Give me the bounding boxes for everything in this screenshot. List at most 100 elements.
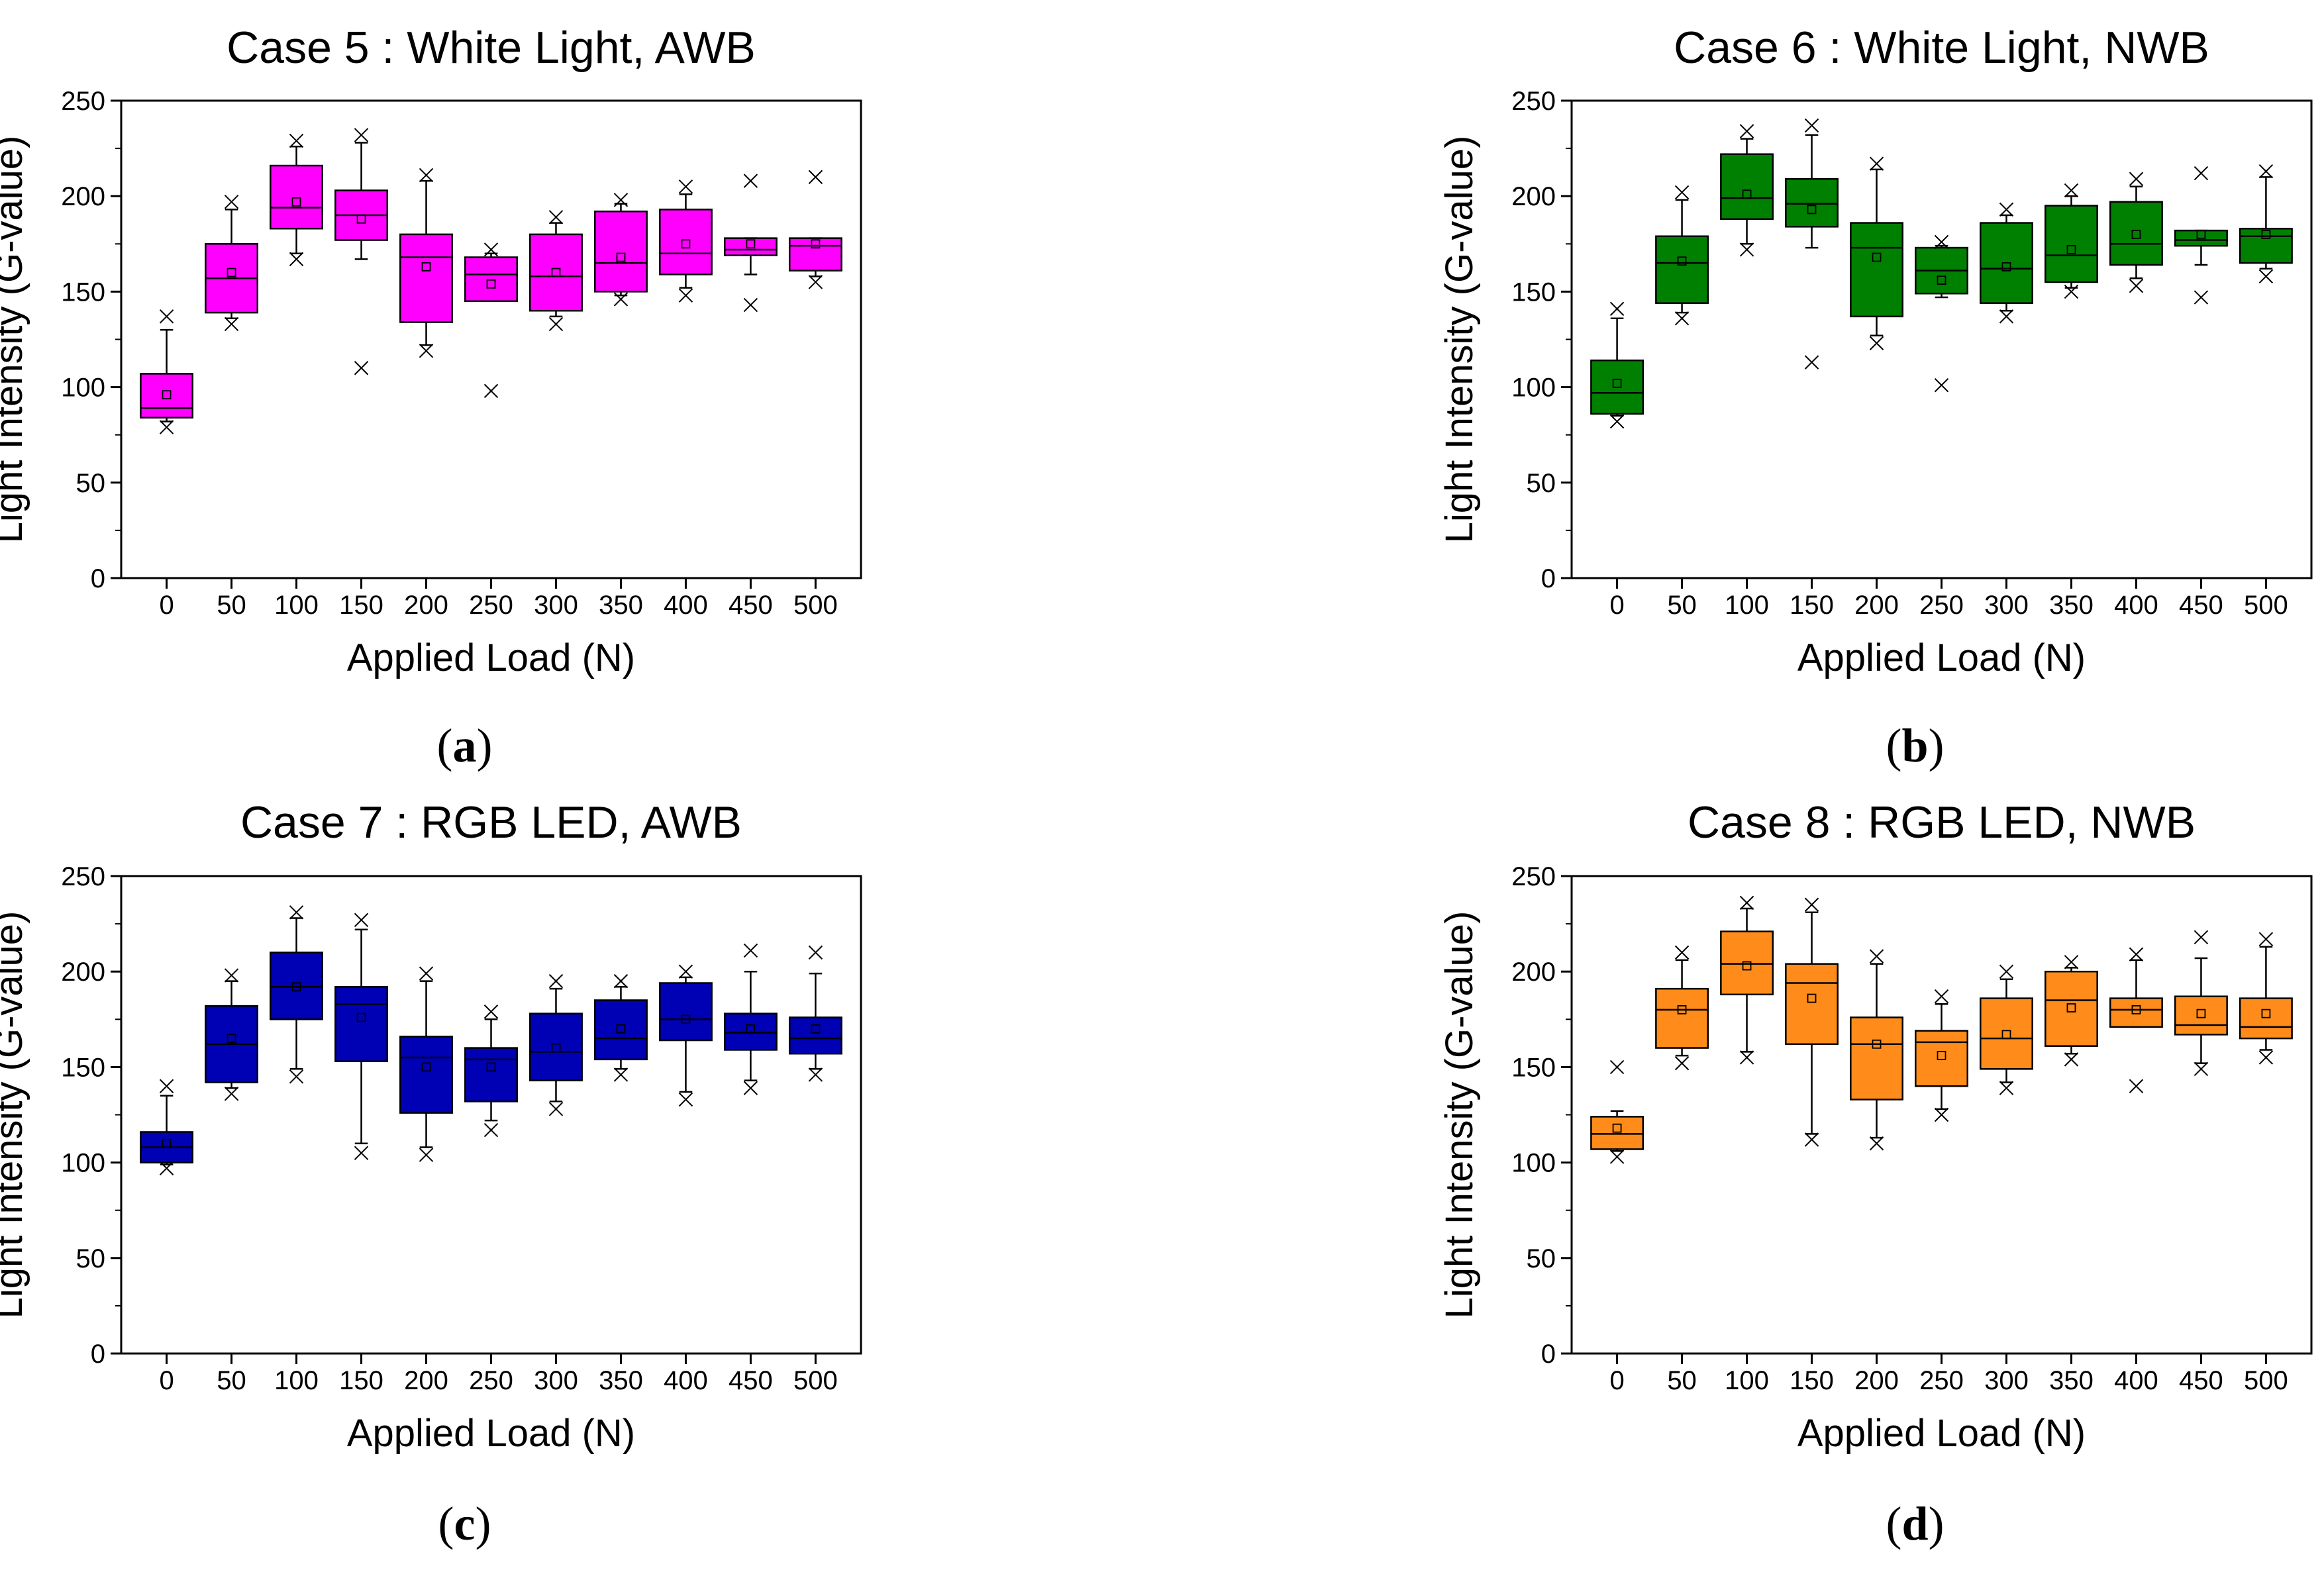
panel-d-y-tick-label-2: 100: [1511, 1149, 1556, 1178]
panel-c-min-marker-2: [289, 1069, 304, 1084]
panel-d-mean-marker-8: [2131, 1005, 2141, 1014]
panel-a-box-rect-5: [464, 256, 518, 303]
panel-a-mean-marker-9: [746, 239, 756, 249]
panel-d-x-axis-label: Applied Load (N): [1797, 1412, 2086, 1455]
panel-b-box-100: [1720, 124, 1774, 257]
panel-a-chart-title: Case 5 : White Light, AWB: [227, 23, 756, 73]
panel-a-mean-marker-2: [291, 197, 301, 207]
panel-c-min-marker-8-stroke-2: [678, 1092, 693, 1107]
panel-d-mean-marker-7: [2066, 1003, 2076, 1012]
panel-b-box-rect-8: [2109, 201, 2163, 266]
panel-d-max-marker-3-stroke-2: [1804, 897, 1819, 912]
panel-d: Case 8 : RGB LED, NWB 0 50 100 150 200 250 0 50 1…: [1438, 797, 2313, 1550]
panel-c-y-tick-label-5: 250: [61, 862, 105, 891]
panel-d-box-rect-7: [2045, 970, 2098, 1047]
panel-b-caption-close: ): [1929, 719, 1945, 772]
panel-d-min-marker-8-stroke-2: [2129, 1079, 2144, 1093]
panel-a-max-marker-1-stroke-2: [224, 195, 239, 209]
panel-c-max-marker-1: [224, 968, 239, 983]
panel-b-y-tick-label-4: 200: [1511, 182, 1556, 211]
panel-a-max-marker-9: [743, 173, 758, 188]
panel-b-min-marker-4-stroke-2: [1869, 336, 1884, 350]
panel-b-max-marker-5: [1934, 234, 1949, 250]
panel-d-min-marker-4: [1869, 1136, 1884, 1151]
panel-b-x-tick-label-2: 100: [1725, 591, 1769, 620]
panel-d-box-150: [1785, 897, 1839, 1147]
panel-d-box-rect-2: [1720, 930, 1774, 996]
panel-d-min-marker-5: [1934, 1107, 1949, 1122]
panel-d-min-marker-3: [1804, 1132, 1819, 1147]
panel-b-mean-marker-4: [1872, 252, 1882, 262]
panel-a-y-tick-label-1: 50: [76, 469, 106, 498]
panel-a-box-500: [788, 170, 842, 289]
panel-d-max-marker-9-stroke-2: [2194, 930, 2209, 944]
panel-a-mean-marker-7: [616, 252, 626, 262]
panel-c-y-tick-label-0: 0: [91, 1340, 105, 1369]
panel-c-min-marker-1: [224, 1087, 239, 1101]
panel-d-min-marker-2: [1739, 1050, 1754, 1065]
panel-a-box-rect-2: [270, 164, 323, 230]
panel-c-box-150: [334, 912, 388, 1160]
panel-a-box-350: [594, 193, 648, 307]
panel-a-min-marker-0: [159, 420, 174, 434]
panel-c-x-tick-label-10: 500: [793, 1366, 838, 1395]
panel-c-box-0: [140, 1079, 194, 1175]
panel-b-max-marker-6: [1999, 202, 2014, 217]
panel-d-box-100: [1720, 895, 1774, 1065]
panel-c-mean-marker-3: [356, 1012, 366, 1022]
panel-b-box-250: [1915, 234, 1968, 393]
panel-a-x-axis-label: Applied Load (N): [347, 636, 635, 679]
panel-c-min-marker-10: [808, 1067, 823, 1082]
panel-c-box-rect-3: [334, 986, 388, 1062]
panel-c-min-marker-7-stroke-2: [613, 1067, 629, 1082]
panel-a-min-marker-3-stroke-2: [354, 361, 369, 375]
panel-c-max-marker-0-stroke-2: [159, 1079, 174, 1093]
panel-d-x-tick-label-3: 150: [1790, 1366, 1834, 1395]
panel-d-x-tick-label-5: 250: [1919, 1366, 1964, 1395]
panel-b-y-tick-label-2: 100: [1511, 373, 1556, 403]
panel-a-caption: (a): [437, 719, 493, 772]
panel-c-y-tick-label-2: 100: [61, 1149, 105, 1178]
panel-d-box-rect-8: [2109, 997, 2163, 1028]
panel-a-x-tick-label-1: 50: [217, 591, 246, 620]
panel-c-box-rect-9: [723, 1012, 778, 1051]
panel-c-min-marker-9-stroke-2: [743, 1081, 758, 1095]
panel-c-mean-marker-9: [746, 1024, 756, 1034]
panel-b-min-marker-1-stroke-2: [1674, 311, 1690, 326]
panel-b-mean-marker-0: [1612, 378, 1622, 388]
panel-d-box-250: [1915, 989, 1968, 1122]
panel-a-max-marker-7-stroke-2: [613, 193, 629, 207]
panel-d-max-marker-8-stroke-2: [2129, 947, 2144, 962]
panel-c-max-marker-6: [548, 973, 564, 989]
panel-d-min-marker-7: [2064, 1052, 2079, 1067]
panel-a-max-marker-0-stroke-2: [159, 309, 174, 324]
panel-a-x-tick-label-2: 100: [274, 591, 319, 620]
panel-a-x-tick-label-8: 400: [664, 591, 708, 620]
panel-b-min-marker-0-stroke-2: [1609, 414, 1625, 429]
panel-c-y-axis-label: Light Intensity (G-value): [0, 911, 30, 1319]
panel-a-min-marker-2-stroke-2: [289, 252, 304, 267]
panel-d-max-marker-0-stroke-2: [1609, 1060, 1625, 1075]
panel-b-x-tick-label-8: 400: [2114, 591, 2158, 620]
panel-a-box-0: [140, 309, 194, 434]
panel-d-min-marker-1: [1674, 1056, 1690, 1071]
panel-a-y-tick-label-0: 0: [91, 564, 105, 593]
panel-c-max-marker-10: [808, 945, 823, 960]
panel-c-x-tick-label-8: 400: [664, 1366, 708, 1395]
panel-a-box-rect-4: [399, 233, 453, 323]
panel-c-max-marker-8: [678, 964, 693, 979]
panel-b-min-marker-7: [2064, 284, 2079, 299]
panel-d-y-tick-label-3: 150: [1511, 1053, 1556, 1082]
panel-a-x-tick-label-6: 300: [534, 591, 578, 620]
panel-a-mean-marker-1: [227, 268, 236, 277]
panel-c-chart-title: Case 7 : RGB LED, AWB: [240, 797, 742, 848]
panel-c-mean-marker-8: [681, 1014, 691, 1024]
panel-d-caption: (d): [1886, 1497, 1944, 1550]
panel-b-max-marker-1-stroke-2: [1674, 185, 1690, 200]
panel-a-x-tick-label-9: 450: [729, 591, 773, 620]
panel-c-box-rect-8: [659, 982, 713, 1042]
panel-c-x-tick-label-2: 100: [274, 1366, 319, 1395]
panel-c-max-marker-1-stroke-2: [224, 968, 239, 983]
panel-b-mean-marker-10: [2261, 229, 2271, 239]
panel-a-min-marker-0-stroke-2: [159, 420, 174, 434]
